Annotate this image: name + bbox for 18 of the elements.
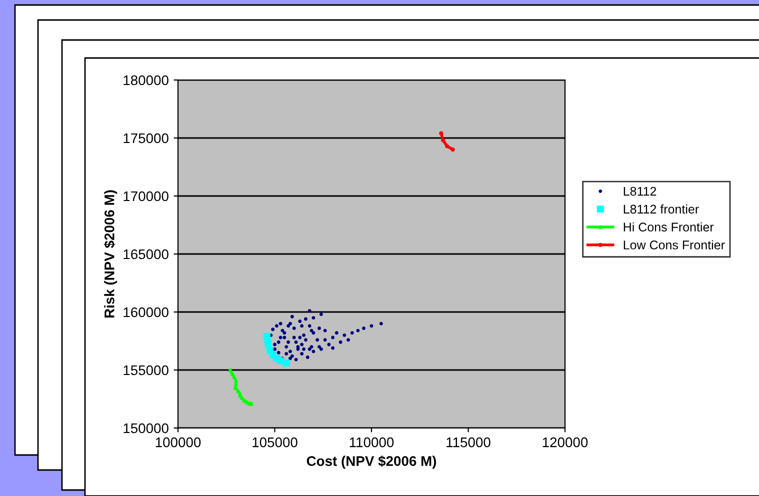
x-tick-label: 100000 <box>156 437 201 448</box>
legend-label: L8112 <box>624 186 656 196</box>
x-tick-label: 110000 <box>350 437 394 448</box>
legend-label: L8112 frontier <box>624 204 699 214</box>
y-tick-label: 165000 <box>124 249 168 260</box>
legend-label: Low Cons Frontier <box>624 240 725 250</box>
y-axis-title: Risk (NPV $2006 M) <box>104 190 118 318</box>
x-tick-label: 115000 <box>446 437 490 448</box>
x-axis-title: Cost (NPV $2006 M) <box>306 456 436 469</box>
y-tick-label: 170000 <box>124 191 168 202</box>
y-tick-label: 175000 <box>124 133 168 144</box>
y-tick-label: 160000 <box>124 307 168 318</box>
y-tick-label: 150000 <box>124 423 168 434</box>
y-tick-label: 180000 <box>124 75 168 86</box>
x-tick-label: 105000 <box>252 437 298 448</box>
y-tick-label: 155000 <box>124 365 168 376</box>
legend-label: Hi Cons Frontier <box>624 222 714 232</box>
x-tick-label: 120000 <box>542 437 588 448</box>
